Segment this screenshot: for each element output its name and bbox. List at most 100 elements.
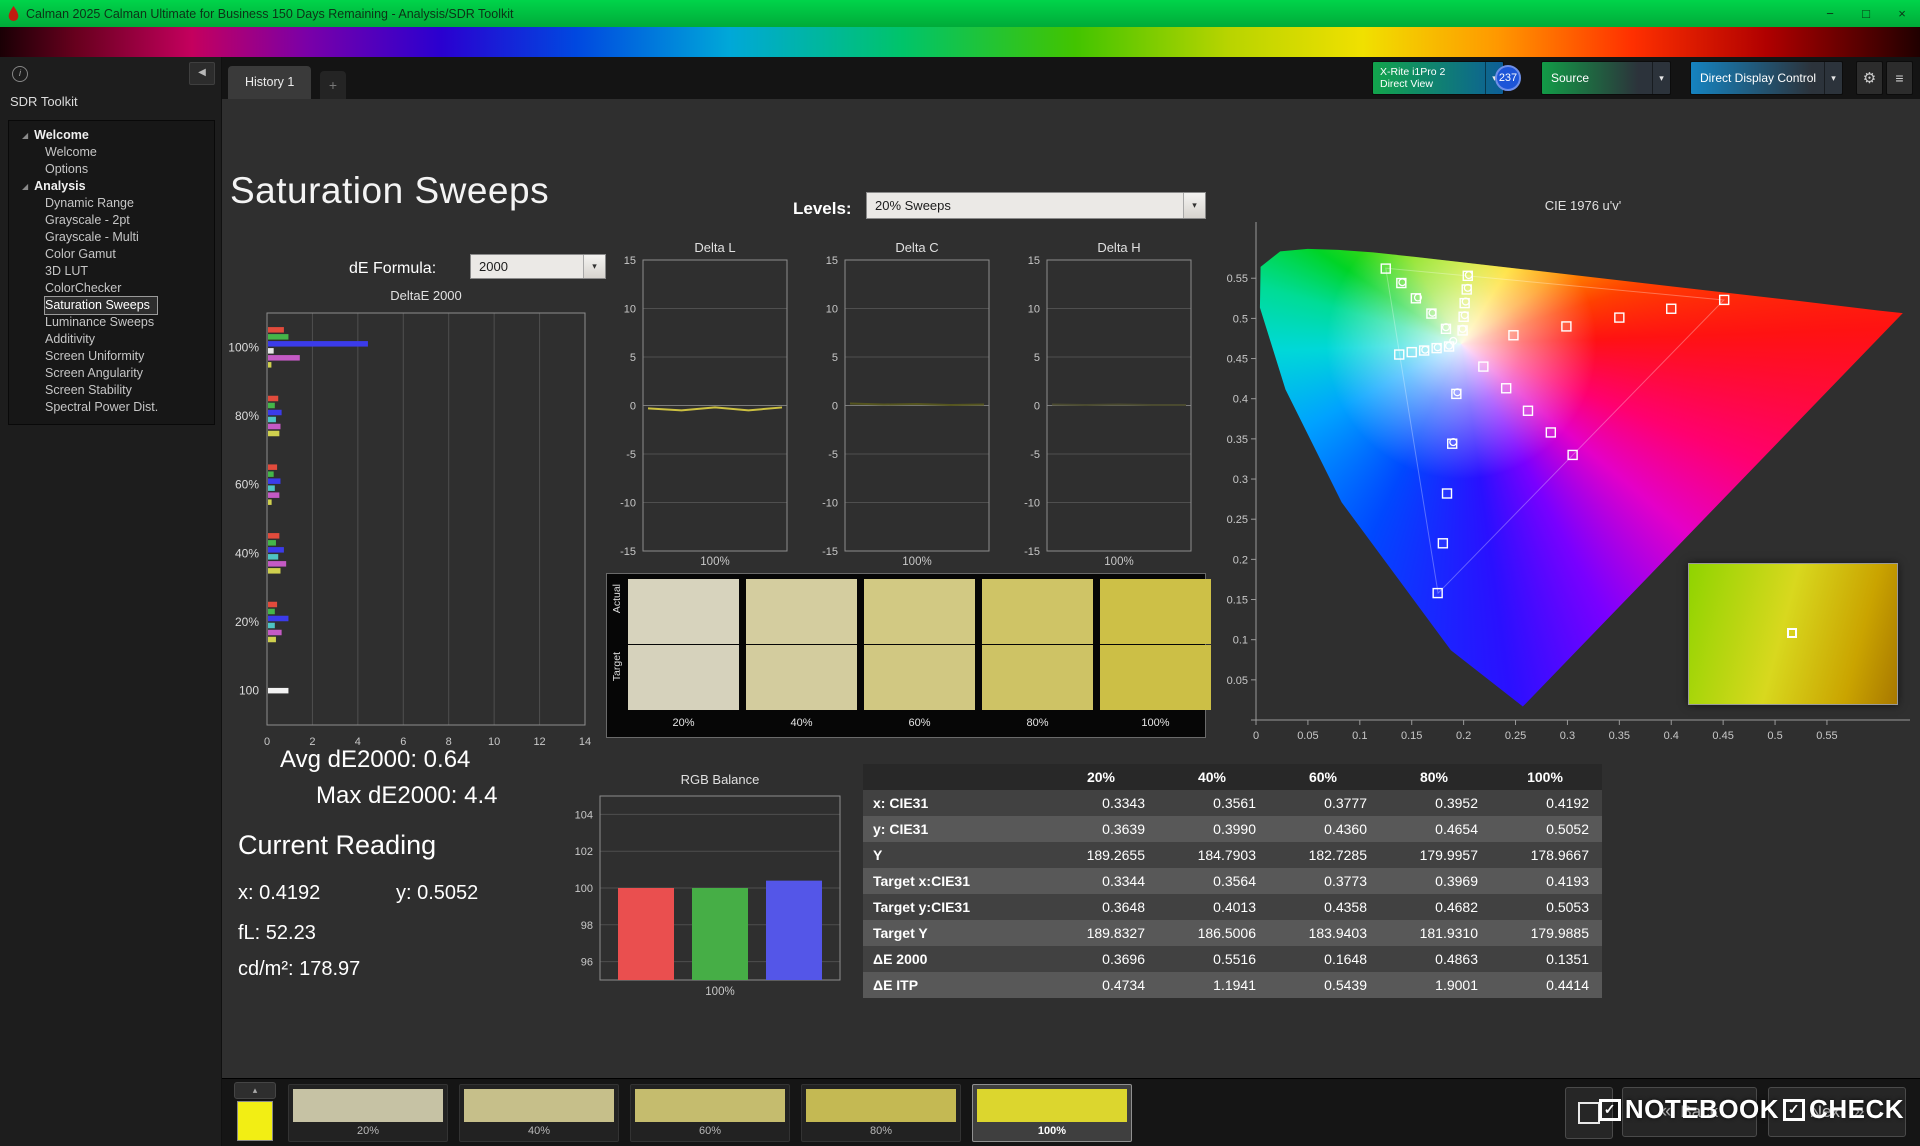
pattern-button-80[interactable]: 80% bbox=[801, 1084, 961, 1142]
info-icon[interactable]: i bbox=[12, 66, 28, 82]
swatch-label: 80% bbox=[1026, 717, 1049, 729]
swatch-label: 60% bbox=[908, 717, 931, 729]
table-cell: 0.3561 bbox=[1213, 795, 1256, 811]
minimize-button[interactable]: − bbox=[1826, 6, 1834, 21]
actual-swatch bbox=[1100, 579, 1211, 644]
app-drop-icon bbox=[8, 6, 19, 21]
sidebar-item-dynamic-range[interactable]: Dynamic Range bbox=[45, 196, 134, 210]
sidebar-item-additivity[interactable]: Additivity bbox=[45, 332, 96, 346]
table-cell: 179.9957 bbox=[1419, 847, 1478, 863]
double-chevron-right-icon: » bbox=[1853, 1101, 1865, 1122]
de-formula-dropdown[interactable]: 2000 ▾ bbox=[470, 254, 606, 279]
table-cell: 186.5006 bbox=[1197, 925, 1256, 941]
sidebar-item-color-gamut[interactable]: Color Gamut bbox=[45, 247, 116, 261]
workflow-sidebar: i ◀ SDR Toolkit ◢ Welcome Welcome Options… bbox=[0, 57, 222, 1146]
levels-dropdown[interactable]: 20% Sweeps ▾ bbox=[866, 192, 1206, 219]
add-tab-button[interactable]: + bbox=[320, 71, 346, 99]
cie-chart-title: CIE 1976 u'v' bbox=[1544, 198, 1622, 213]
swatch-label: 40% bbox=[790, 717, 813, 729]
chevron-down-icon: ▾ bbox=[1183, 193, 1205, 218]
sidebar-item-screen-angularity[interactable]: Screen Angularity bbox=[45, 366, 143, 380]
pattern-window-button[interactable] bbox=[1565, 1087, 1613, 1139]
title-bar: Calman 2025 Calman Ultimate for Business… bbox=[0, 0, 1920, 27]
swatch-label: 100% bbox=[1141, 717, 1170, 729]
pattern-button-100[interactable]: 100% bbox=[972, 1084, 1132, 1142]
reading-fl-value: fL: 52.23 bbox=[238, 922, 316, 944]
maximize-button[interactable]: □ bbox=[1862, 6, 1870, 21]
table-cell: 0.3696 bbox=[1102, 951, 1145, 967]
chevron-down-icon: ▾ bbox=[1485, 62, 1503, 94]
tab-history-1[interactable]: History 1 bbox=[228, 66, 312, 99]
table-cell: 183.9403 bbox=[1308, 925, 1367, 941]
tree-group-analysis[interactable]: ◢ Analysis bbox=[9, 178, 214, 195]
sidebar-item-3d-lut[interactable]: 3D LUT bbox=[45, 264, 89, 278]
chevron-down-icon: ▾ bbox=[583, 255, 605, 278]
table-cell: 0.3648 bbox=[1102, 899, 1145, 915]
delta-l-xlabel: 100% bbox=[700, 556, 730, 568]
table-cell: 0.3343 bbox=[1102, 795, 1145, 811]
pattern-chip bbox=[977, 1089, 1127, 1122]
tree-expander-icon: ◢ bbox=[22, 131, 29, 140]
table-row: Target y:CIE31 0.3648 0.4013 0.4358 0.4682 0.… bbox=[863, 894, 1602, 920]
back-button[interactable]: « Back bbox=[1622, 1087, 1757, 1137]
inset-target-marker bbox=[1787, 628, 1797, 638]
rgb-balance-xlabel: 100% bbox=[705, 986, 735, 998]
table-cell: 189.2655 bbox=[1086, 847, 1145, 863]
table-column-header: 40% bbox=[1158, 764, 1269, 790]
actual-swatch bbox=[746, 579, 857, 644]
target-swatch bbox=[628, 645, 739, 710]
pattern-expand-button[interactable]: ▴ bbox=[234, 1082, 276, 1099]
meter-select-button[interactable]: X-Rite i1Pro 2 Direct View ▾ bbox=[1372, 61, 1504, 95]
table-cell: 0.3952 bbox=[1435, 795, 1478, 811]
sidebar-item-saturation-sweeps[interactable]: Saturation Sweeps bbox=[44, 296, 158, 315]
table-row-label: y: CIE31 bbox=[873, 821, 929, 837]
table-cell: 1.1941 bbox=[1213, 977, 1256, 993]
page-title: Saturation Sweeps bbox=[230, 170, 550, 211]
tree-group-label: Analysis bbox=[34, 179, 86, 193]
sidebar-item-grayscale-2pt[interactable]: Grayscale - 2pt bbox=[45, 213, 130, 227]
delta-c-xlabel: 100% bbox=[902, 556, 932, 568]
swatch-column-100: 100% bbox=[1100, 579, 1211, 737]
display-control-button[interactable]: Direct Display Control ▾ bbox=[1690, 61, 1843, 95]
sidebar-item-options[interactable]: Options bbox=[45, 162, 89, 176]
pattern-label: 60% bbox=[698, 1125, 722, 1137]
close-button[interactable]: × bbox=[1898, 6, 1906, 21]
table-column-header: 60% bbox=[1269, 764, 1380, 790]
settings-button[interactable]: ⚙ bbox=[1856, 61, 1883, 95]
pattern-button-40[interactable]: 40% bbox=[459, 1084, 619, 1142]
current-pattern-swatch[interactable] bbox=[237, 1101, 273, 1141]
table-column-header: 20% bbox=[1047, 764, 1158, 790]
next-button[interactable]: Next » bbox=[1768, 1087, 1906, 1137]
table-cell: 184.7903 bbox=[1197, 847, 1256, 863]
table-cell: 0.5052 bbox=[1546, 821, 1589, 837]
table-cell: 0.3969 bbox=[1435, 873, 1478, 889]
table-cell: 0.4863 bbox=[1435, 951, 1478, 967]
max-de2000-value: Max dE2000: 4.4 bbox=[316, 782, 498, 809]
sidebar-item-welcome[interactable]: Welcome bbox=[45, 145, 97, 159]
tree-expander-icon: ◢ bbox=[22, 182, 29, 191]
table-cell: 0.3990 bbox=[1213, 821, 1256, 837]
table-cell: 0.4654 bbox=[1435, 821, 1478, 837]
sidebar-item-colorchecker[interactable]: ColorChecker bbox=[45, 281, 122, 295]
menu-button[interactable]: ≡ bbox=[1886, 61, 1913, 95]
sidebar-item-grayscale-multi[interactable]: Grayscale - Multi bbox=[45, 230, 139, 244]
target-swatch bbox=[1100, 645, 1211, 710]
sidebar-item-screen-uniformity[interactable]: Screen Uniformity bbox=[45, 349, 145, 363]
swatch-column-40: 40% bbox=[746, 579, 857, 737]
pattern-button-60[interactable]: 60% bbox=[630, 1084, 790, 1142]
table-row-label: Target Y bbox=[873, 925, 928, 941]
table-row-label: ΔE ITP bbox=[873, 977, 919, 993]
sidebar-item-screen-stability[interactable]: Screen Stability bbox=[45, 383, 132, 397]
source-select-button[interactable]: Source ▾ bbox=[1541, 61, 1671, 95]
table-cell: 179.9885 bbox=[1530, 925, 1589, 941]
sidebar-collapse-button[interactable]: ◀ bbox=[189, 62, 215, 85]
actual-swatch bbox=[628, 579, 739, 644]
notebookcheck-watermark: ✓ NOTEBOOK ✓ CHECK bbox=[1595, 1094, 1904, 1125]
pattern-chip bbox=[293, 1089, 443, 1122]
double-chevron-left-icon: « bbox=[1660, 1101, 1672, 1122]
cie-zoom-inset bbox=[1688, 563, 1898, 705]
sidebar-item-luminance-sweeps[interactable]: Luminance Sweeps bbox=[45, 315, 155, 329]
pattern-button-20[interactable]: 20% bbox=[288, 1084, 448, 1142]
sidebar-item-spectral-power-dist[interactable]: Spectral Power Dist. bbox=[45, 400, 159, 414]
tree-group-welcome[interactable]: ◢ Welcome bbox=[9, 127, 214, 144]
